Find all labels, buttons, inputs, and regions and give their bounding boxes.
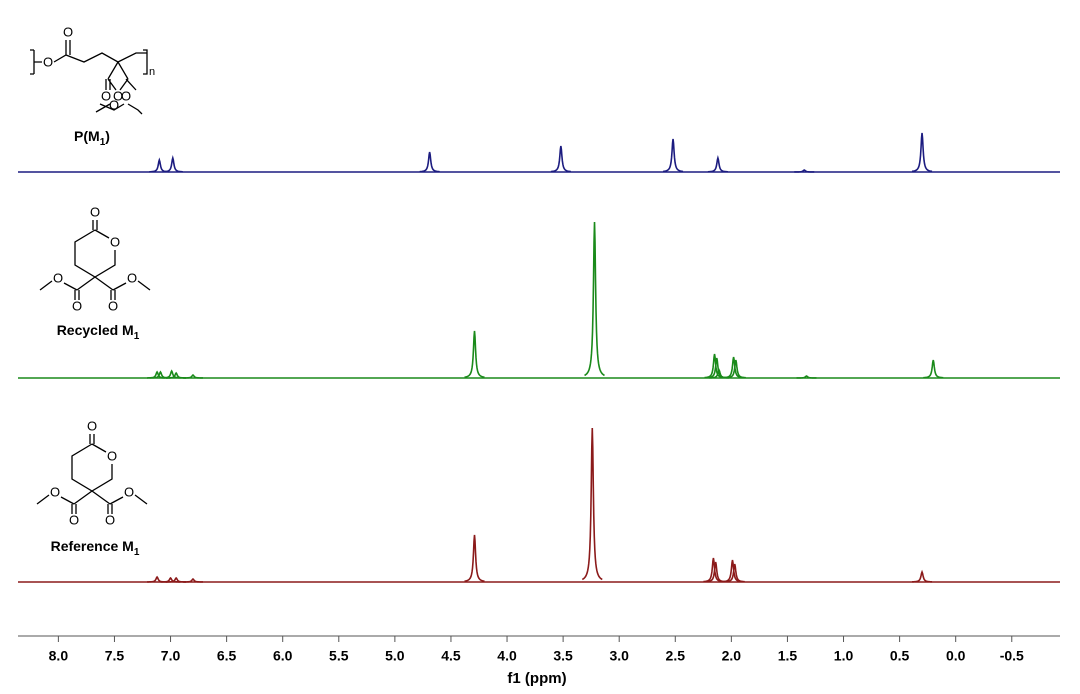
peak bbox=[911, 132, 933, 173]
x-tick-label: -0.5 bbox=[1000, 648, 1024, 664]
label-subscript: 1 bbox=[100, 137, 106, 148]
peak bbox=[581, 427, 603, 581]
atom: O bbox=[107, 448, 117, 463]
x-tick-label: 2.5 bbox=[666, 648, 686, 664]
peak bbox=[166, 371, 187, 379]
peak bbox=[166, 576, 187, 583]
structure-lactone: O O O O O O bbox=[36, 418, 148, 527]
peak bbox=[912, 569, 933, 583]
atom: O bbox=[50, 484, 60, 499]
atom: O bbox=[87, 418, 97, 433]
peak bbox=[796, 375, 817, 379]
series-label: Recycled M1 bbox=[57, 322, 140, 342]
peak bbox=[923, 359, 944, 379]
peak bbox=[162, 155, 183, 173]
x-tick-label: 1.5 bbox=[778, 648, 798, 664]
peak bbox=[724, 563, 745, 583]
peak bbox=[464, 534, 485, 583]
peak bbox=[707, 155, 728, 173]
x-tick-label: 7.0 bbox=[161, 648, 181, 664]
peak bbox=[464, 330, 485, 379]
x-tick-label: 1.0 bbox=[834, 648, 854, 664]
x-tick-label: 3.0 bbox=[609, 648, 629, 664]
x-axis-label: f1 (ppm) bbox=[507, 670, 566, 687]
peak bbox=[182, 577, 203, 583]
label-text: P(M bbox=[74, 128, 100, 144]
atom: O bbox=[101, 88, 111, 103]
peak bbox=[550, 145, 571, 173]
atom: O bbox=[105, 512, 115, 527]
series-label: P(M1) bbox=[74, 128, 110, 148]
series-label: Reference M1 bbox=[51, 538, 140, 558]
atom: O bbox=[113, 88, 123, 103]
peak bbox=[161, 369, 182, 379]
x-tick-label: 3.5 bbox=[553, 648, 573, 664]
x-tick-label: 7.5 bbox=[105, 648, 125, 664]
atom: O bbox=[53, 270, 63, 285]
x-tick-label: 4.5 bbox=[441, 648, 461, 664]
x-tick-label: 8.0 bbox=[49, 648, 69, 664]
atom: n bbox=[149, 66, 155, 78]
atom: O bbox=[109, 97, 119, 112]
peak bbox=[419, 151, 440, 173]
structure-polymer: O O O O O O n bbox=[30, 24, 155, 115]
peak bbox=[584, 221, 605, 377]
atom: O bbox=[69, 512, 79, 527]
structure-lactone: O O O O O O bbox=[39, 204, 151, 313]
atom: O bbox=[124, 484, 134, 499]
peak bbox=[662, 138, 684, 173]
peak bbox=[160, 576, 181, 583]
peak bbox=[725, 359, 746, 379]
atom: O bbox=[43, 54, 53, 69]
label-text: ) bbox=[105, 128, 110, 144]
x-tick-label: 5.0 bbox=[385, 648, 405, 664]
atom: O bbox=[121, 88, 131, 103]
atom: O bbox=[110, 234, 120, 249]
atom: O bbox=[63, 24, 73, 39]
peak bbox=[182, 373, 203, 379]
label-text: Reference M bbox=[51, 538, 134, 554]
x-tick-label: 0.0 bbox=[946, 648, 966, 664]
x-tick-label: 2.0 bbox=[722, 648, 742, 664]
x-tick-label: 6.0 bbox=[273, 648, 293, 664]
x-tick-label: 5.5 bbox=[329, 648, 349, 664]
peak bbox=[149, 157, 170, 173]
atom: O bbox=[108, 298, 118, 313]
atom: O bbox=[72, 298, 82, 313]
label-subscript: 1 bbox=[134, 331, 140, 342]
x-tick-label: 4.0 bbox=[497, 648, 517, 664]
peak bbox=[705, 561, 726, 583]
label-subscript: 1 bbox=[134, 547, 140, 558]
atom: O bbox=[90, 204, 100, 219]
x-tick-label: 0.5 bbox=[890, 648, 910, 664]
label-text: Recycled M bbox=[57, 322, 134, 338]
x-tick-label: 6.5 bbox=[217, 648, 237, 664]
peak bbox=[794, 169, 815, 173]
atom: O bbox=[127, 270, 137, 285]
